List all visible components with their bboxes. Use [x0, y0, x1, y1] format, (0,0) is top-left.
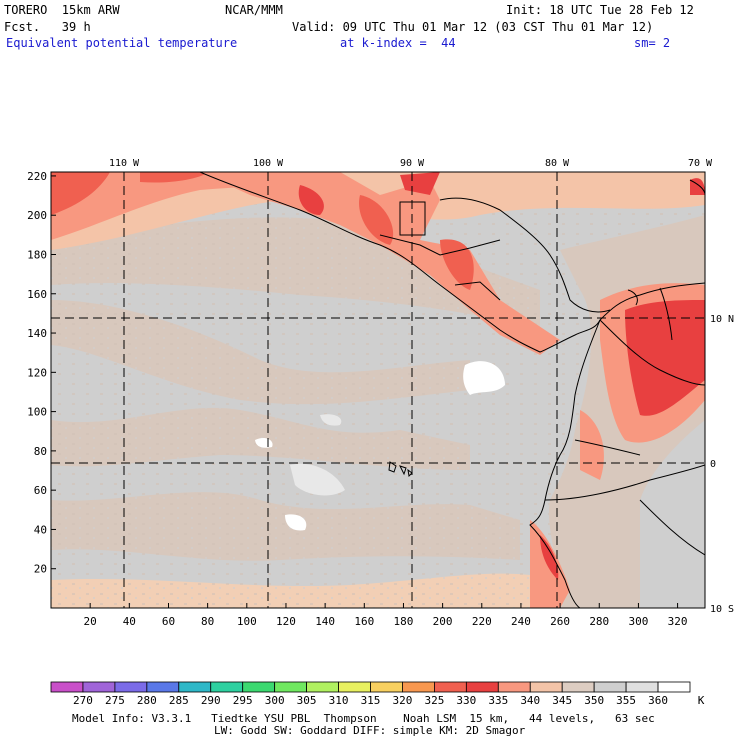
graticule	[51, 172, 705, 608]
center-name: NCAR/MMM	[225, 3, 283, 17]
legend-label: 285	[169, 694, 189, 707]
legend-swatch	[497, 681, 531, 693]
legend-swatch	[242, 681, 276, 693]
legend-swatch	[82, 681, 116, 693]
x-tick-label: 80	[201, 615, 214, 628]
legend-label: 350	[584, 694, 604, 707]
legend-colorbar	[50, 681, 691, 693]
lon-label-100w: 100 W	[253, 158, 284, 169]
legend-swatch	[338, 681, 371, 693]
y-tick-label: 80	[34, 445, 47, 458]
x-tick-label: 60	[162, 615, 175, 628]
lat-label-0: 0	[710, 459, 716, 470]
model-name: TORERO 15km ARW	[4, 3, 120, 17]
y-tick-label: 180	[27, 248, 47, 261]
legend-label: 275	[105, 694, 125, 707]
y-tick-label: 60	[34, 484, 47, 497]
y-tick-label: 120	[27, 366, 47, 379]
legend-swatch	[146, 681, 180, 693]
legend-label: 355	[616, 694, 636, 707]
x-tick-label: 120	[276, 615, 296, 628]
x-tick-label: 300	[628, 615, 648, 628]
y-tick-label: 200	[27, 209, 47, 222]
x-tick-label: 320	[668, 615, 688, 628]
legend-label: 270	[73, 694, 93, 707]
legend-swatch	[114, 681, 148, 693]
x-tick-marks	[89, 603, 679, 608]
legend-swatch	[370, 681, 403, 693]
legend-label: 335	[488, 694, 508, 707]
y-tick-marks	[51, 175, 56, 570]
legend-label: 315	[361, 694, 381, 707]
legend-label: 345	[552, 694, 572, 707]
legend-label: 280	[137, 694, 157, 707]
x-tick-label: 240	[511, 615, 531, 628]
x-tick-label: 180	[394, 615, 414, 628]
legend-swatch	[306, 681, 339, 693]
y-tick-label: 140	[27, 327, 47, 340]
x-tick-label: 280	[589, 615, 609, 628]
lat-labels: 10 N 0 10 S	[710, 314, 734, 615]
legend-label: 360	[648, 694, 668, 707]
temperature-field	[51, 172, 705, 608]
legend-label: 325	[424, 694, 444, 707]
level-info: at k-index = 44	[340, 36, 456, 50]
y-tick-label: 160	[27, 288, 47, 301]
physics-info: LW: Godd SW: Goddard DIFF: simple KM: 2D…	[214, 724, 526, 737]
legend-swatch	[210, 681, 244, 693]
lon-label-110w: 110 W	[109, 158, 140, 169]
legend-unit: K	[698, 694, 705, 707]
legend-label: 310	[329, 694, 349, 707]
model-info: Model Info: V3.3.1 Tiedtke YSU PBL Thomp…	[72, 712, 655, 725]
legend-swatch	[561, 681, 595, 693]
y-tick-label: 100	[27, 406, 47, 419]
legend-label: 300	[265, 694, 285, 707]
legend-swatch	[433, 681, 467, 693]
legend-swatch	[593, 681, 627, 693]
y-tick-label: 40	[34, 523, 47, 536]
x-tick-label: 200	[433, 615, 453, 628]
lon-label-80w: 80 W	[545, 158, 570, 169]
smoothing-info: sm= 2	[634, 36, 671, 50]
x-tick-label: 160	[354, 615, 374, 628]
x-tick-label: 220	[472, 615, 492, 628]
legend-swatch	[402, 681, 435, 693]
lon-labels: 110 W 100 W 90 W 80 W 70 W	[109, 158, 713, 169]
legend-label: 320	[393, 694, 413, 707]
field-name: Equivalent potential temperature	[6, 36, 238, 50]
legend-label: 290	[201, 694, 221, 707]
y-tick-label: 20	[34, 563, 47, 576]
init-time: Init: 18 UTC Tue 28 Feb 12	[506, 3, 694, 17]
legend-swatch	[529, 681, 563, 693]
x-index-labels: 20 40 60 80 100 120 140 160 180 200 220 240 260 280 30…	[84, 615, 688, 628]
map-frame	[50, 171, 706, 609]
legend-swatch	[625, 681, 659, 693]
x-tick-label: 140	[315, 615, 335, 628]
x-tick-label: 20	[84, 615, 97, 628]
legend-swatch	[465, 681, 499, 693]
valid-time: Valid: 09 UTC Thu 01 Mar 12 (03 CST Thu …	[292, 20, 654, 34]
legend-swatch	[274, 681, 307, 693]
lat-label-10s: 10 S	[710, 604, 734, 615]
x-tick-label: 260	[550, 615, 570, 628]
coastlines	[199, 172, 705, 608]
legend-labels: 270 275 280 285 290 295 300 305 310 315 320 325 330 3…	[73, 694, 668, 707]
forecast-hour: Fcst. 39 h	[4, 20, 91, 34]
legend-swatch	[178, 681, 212, 693]
legend-swatch	[657, 681, 691, 693]
legend-label: 330	[456, 694, 476, 707]
y-index-labels: 220 200 180 160 140 120 100 80 60 40 20	[27, 170, 47, 576]
legend-label: 305	[297, 694, 317, 707]
y-tick-label: 220	[27, 170, 47, 183]
legend-label: 295	[233, 694, 253, 707]
legend-label: 340	[520, 694, 540, 707]
legend-swatch	[50, 681, 84, 693]
x-tick-label: 100	[237, 615, 257, 628]
lon-label-70w: 70 W	[688, 158, 713, 169]
lat-label-10n: 10 N	[710, 314, 734, 325]
lon-label-90w: 90 W	[400, 158, 425, 169]
x-tick-label: 40	[123, 615, 136, 628]
